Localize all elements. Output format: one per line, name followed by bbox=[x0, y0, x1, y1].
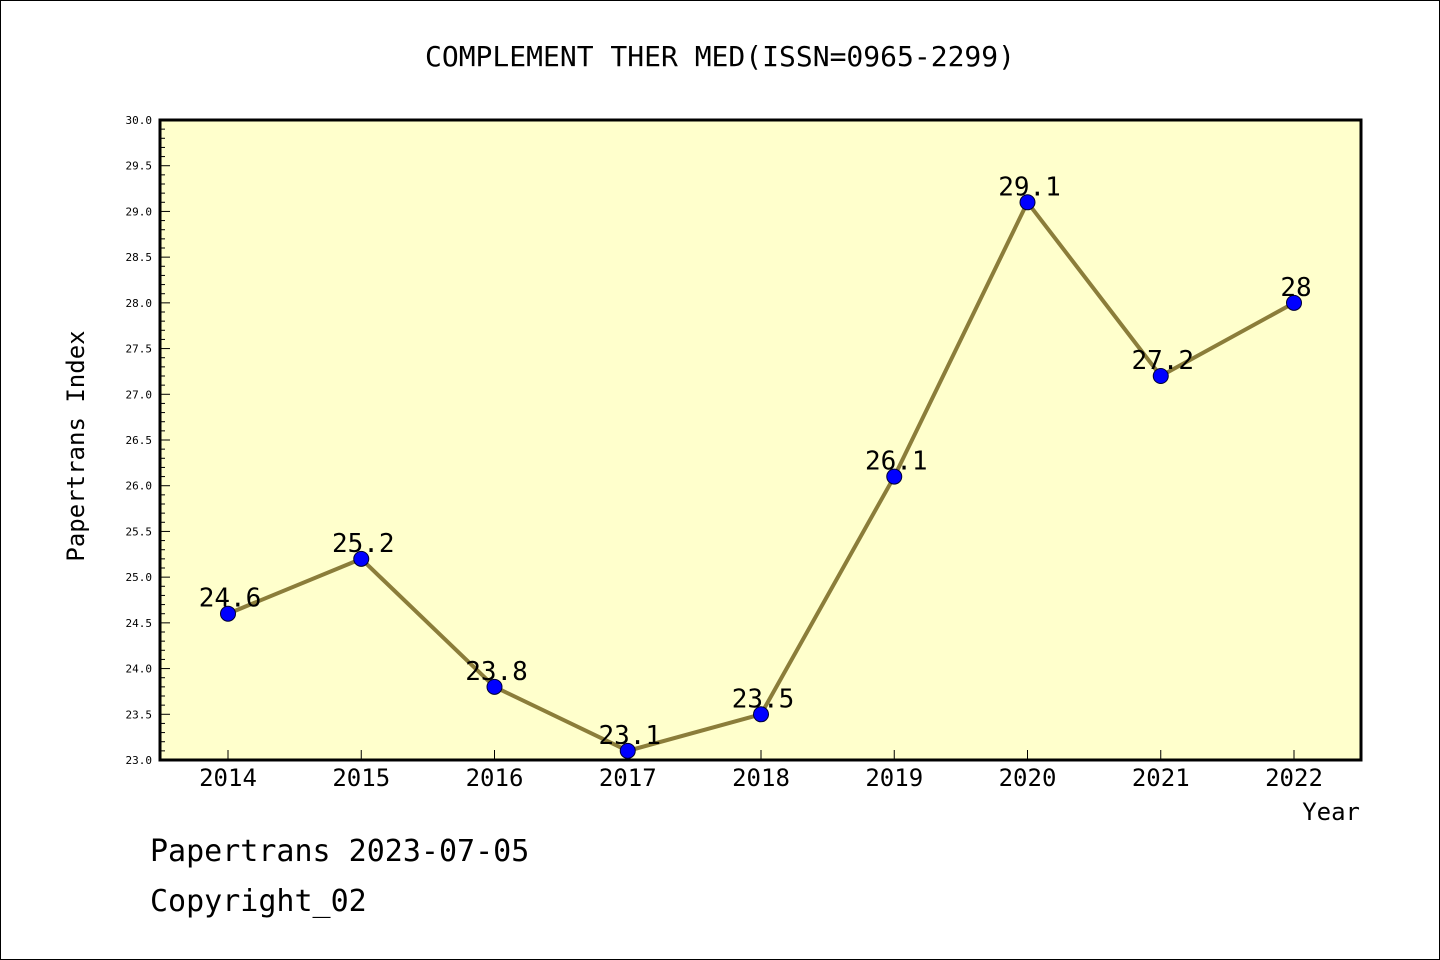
y-tick-label: 24.5 bbox=[126, 617, 153, 630]
x-axis-tick-labels: 2014 2015 2016 2017 2018 2019 2020 2021 2022 bbox=[199, 764, 1323, 792]
x-tick-label: 2016 bbox=[466, 764, 524, 792]
data-label: 23.5 bbox=[732, 684, 795, 714]
data-point-marker bbox=[1152, 368, 1169, 384]
x-tick-label: 2020 bbox=[999, 764, 1057, 792]
data-label: 24.6 bbox=[199, 584, 262, 614]
y-tick-label: 28.5 bbox=[126, 251, 153, 264]
y-tick-label: 30.0 bbox=[126, 114, 153, 127]
y-tick-label: 25.5 bbox=[126, 525, 153, 538]
y-tick-label: 26.0 bbox=[126, 480, 153, 493]
data-label: 23.8 bbox=[465, 657, 528, 687]
data-point-marker bbox=[619, 742, 636, 759]
data-point-marker bbox=[753, 706, 769, 723]
y-tick-label: 27.0 bbox=[126, 388, 153, 401]
x-tick-label: 2014 bbox=[199, 764, 257, 792]
y-axis-ticks bbox=[160, 119, 170, 761]
x-tick-label: 2021 bbox=[1132, 764, 1190, 792]
data-label: 25.2 bbox=[332, 529, 395, 559]
data-label: 26.1 bbox=[865, 447, 928, 477]
x-tick-label: 2015 bbox=[332, 764, 390, 792]
y-tick-label: 25.0 bbox=[126, 571, 153, 584]
x-tick-label: 2019 bbox=[865, 764, 923, 792]
y-axis-label: Papertrans Index bbox=[62, 330, 90, 561]
y-tick-label: 29.0 bbox=[126, 205, 153, 218]
y-tick-label: 23.0 bbox=[126, 754, 153, 767]
x-axis-ticks bbox=[227, 750, 1295, 760]
y-tick-label: 24.0 bbox=[126, 663, 153, 676]
y-tick-label: 28.0 bbox=[126, 297, 153, 310]
data-label: 28 bbox=[1280, 273, 1311, 303]
y-axis-tick-labels: 23.0 23.5 24.0 24.5 25.0 25.5 26.0 26.5 27.0 27.5… bbox=[126, 114, 153, 767]
data-labels: 24.6 25.2 23.8 23.1 23.5 26.1 29.1 27.2 28 bbox=[199, 172, 1312, 751]
data-point-marker bbox=[486, 678, 503, 695]
data-point-marker bbox=[1286, 294, 1302, 311]
data-point-marker bbox=[1019, 194, 1036, 211]
x-tick-label: 2017 bbox=[599, 764, 657, 792]
x-tick-label: 2022 bbox=[1265, 764, 1323, 792]
data-label: 29.1 bbox=[998, 172, 1061, 202]
data-label: 27.2 bbox=[1131, 346, 1194, 376]
data-point-marker bbox=[353, 550, 370, 567]
x-axis-label: Year bbox=[1302, 798, 1360, 826]
plot-area bbox=[158, 118, 1363, 762]
data-point-marker bbox=[220, 605, 236, 622]
data-label: 23.1 bbox=[598, 721, 661, 751]
chart-title: COMPLEMENT THER MED(ISSN=0965-2299) bbox=[425, 40, 1015, 73]
y-tick-label: 23.5 bbox=[126, 708, 153, 721]
footer-copyright-text: Copyright_02 bbox=[150, 884, 367, 919]
y-tick-label: 29.5 bbox=[126, 160, 153, 173]
footer-date-text: Papertrans 2023-07-05 bbox=[150, 834, 530, 869]
y-tick-label: 26.5 bbox=[126, 434, 153, 447]
data-points bbox=[220, 194, 1302, 759]
x-tick-label: 2018 bbox=[732, 764, 790, 792]
y-tick-label: 27.5 bbox=[126, 343, 153, 356]
data-point-marker bbox=[886, 468, 903, 485]
